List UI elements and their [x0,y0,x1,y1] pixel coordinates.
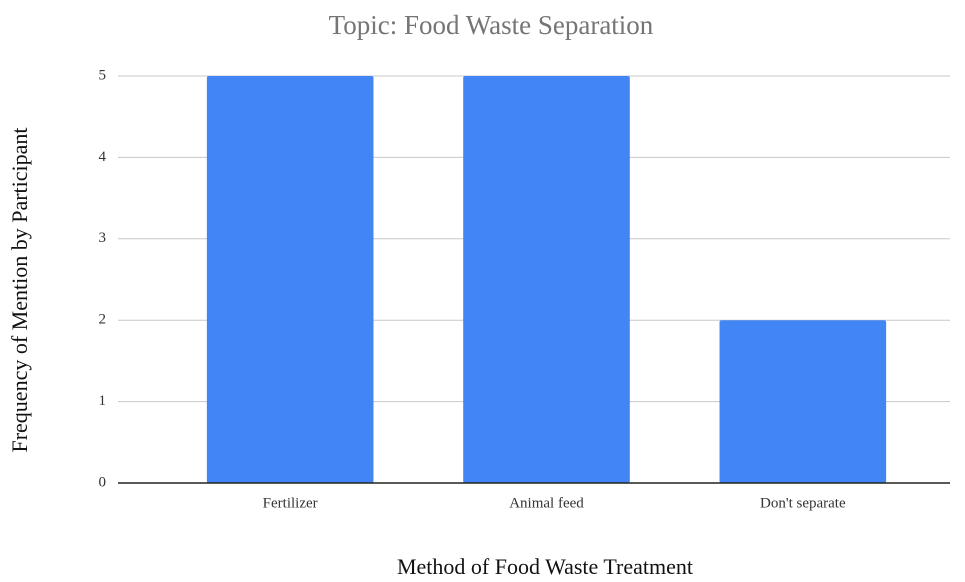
x-tick-label: Don't separate [760,495,846,511]
y-tick-label: 3 [99,230,107,246]
y-tick-label: 5 [99,67,107,83]
y-tick-label: 2 [99,312,107,328]
bar [206,76,374,483]
y-tick-label: 0 [99,474,107,490]
bar [463,76,630,483]
chart-title: Topic: Food Waste Separation [329,10,654,40]
y-tick-label: 1 [99,393,107,409]
y-axis-title: Frequency of Mention by Participant [7,127,32,452]
x-tick-label: Fertilizer [263,495,318,511]
x-tick-label: Animal feed [509,495,584,511]
y-tick-label: 4 [99,149,107,165]
x-axis-title: Method of Food Waste Treatment [397,554,693,579]
bar [719,320,887,483]
